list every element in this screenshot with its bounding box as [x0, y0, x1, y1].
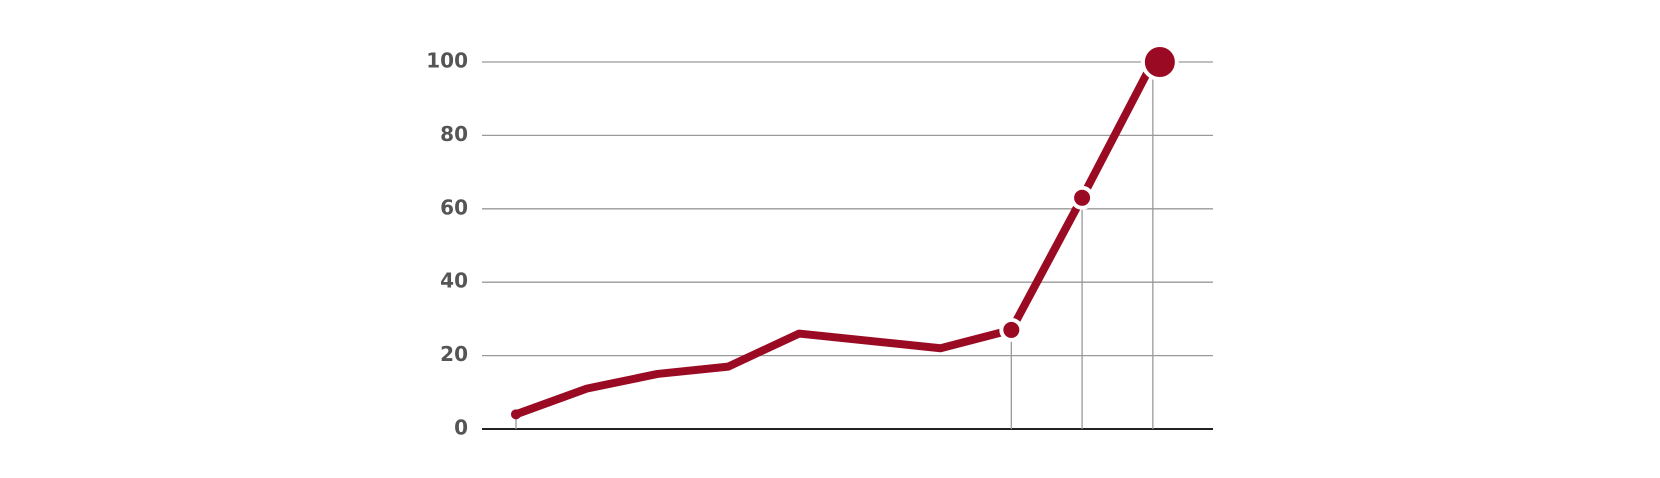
y-tick-label: 40 — [440, 269, 468, 293]
y-tick-label: 60 — [440, 195, 468, 219]
line — [511, 58, 1157, 419]
marker — [510, 409, 521, 420]
y-tick-label: 0 — [454, 416, 468, 440]
marker — [1070, 185, 1095, 210]
y-tick-label: 80 — [440, 122, 468, 146]
y-tick-label: 20 — [440, 342, 468, 366]
marker — [1140, 43, 1179, 81]
y-tick-label: 100 — [426, 49, 468, 73]
marker — [999, 317, 1024, 342]
